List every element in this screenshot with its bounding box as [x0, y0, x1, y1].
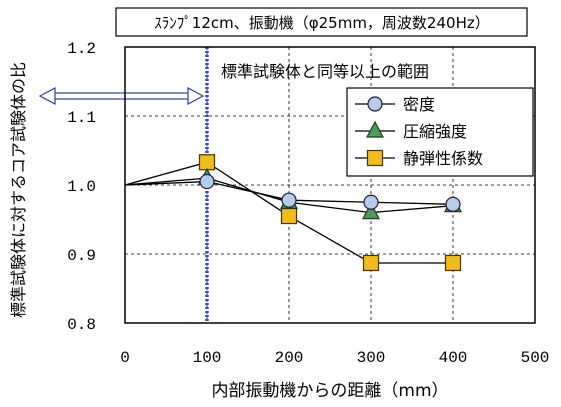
- y-tick-label: 1.0: [67, 178, 96, 196]
- data-point: [444, 254, 462, 272]
- y-axis-label: 標準試験体に対するコア試験体の比: [9, 62, 28, 318]
- y-tick-label: 0.9: [67, 247, 96, 265]
- series-layer: [124, 154, 462, 272]
- tick-labels: 0 100 200 300 400 500 0.8 0.9 1.0 1.1 1.2: [67, 40, 549, 367]
- x-axis-label: 内部振動機からの距離（mm）: [211, 381, 448, 401]
- legend-marker: [366, 120, 384, 138]
- legend-label: 密度: [403, 95, 435, 114]
- data-point: [198, 154, 216, 171]
- data-point: [445, 196, 461, 212]
- y-tick-label: 1.1: [67, 109, 96, 127]
- x-tick-label: 500: [521, 349, 550, 367]
- range-arrow-head-left: [38, 87, 56, 105]
- data-point: [362, 202, 380, 220]
- legend-marker: [366, 149, 384, 167]
- chart-title: ｽﾗﾝﾌﾟ12cm、振動機（φ25mm，周波数240Hz）: [154, 14, 489, 32]
- data-point: [280, 207, 298, 225]
- range-arrow-head-right: [187, 87, 205, 105]
- y-tick-label: 1.2: [67, 40, 96, 58]
- x-tick-label: 300: [357, 349, 386, 367]
- legend-marker: [367, 96, 383, 112]
- data-point: [281, 192, 297, 208]
- title-box: [115, 7, 528, 37]
- x-tick-label: 100: [193, 349, 222, 367]
- x-tick-label: 0: [120, 349, 130, 367]
- reference-label: 標準試験体と同等以上の範囲: [221, 62, 429, 81]
- data-point: [199, 173, 215, 190]
- grid: [125, 47, 535, 323]
- plot-frame: [124, 46, 536, 324]
- data-point: [362, 254, 380, 272]
- x-tick-label: 400: [439, 349, 468, 367]
- data-point: [363, 194, 379, 210]
- x-tick-label: 200: [275, 349, 304, 367]
- range-arrow-shaft: [53, 92, 190, 100]
- legend-label: 圧縮強度: [403, 122, 467, 141]
- legend-label: 静弾性係数: [403, 149, 483, 168]
- y-tick-label: 0.8: [67, 316, 96, 334]
